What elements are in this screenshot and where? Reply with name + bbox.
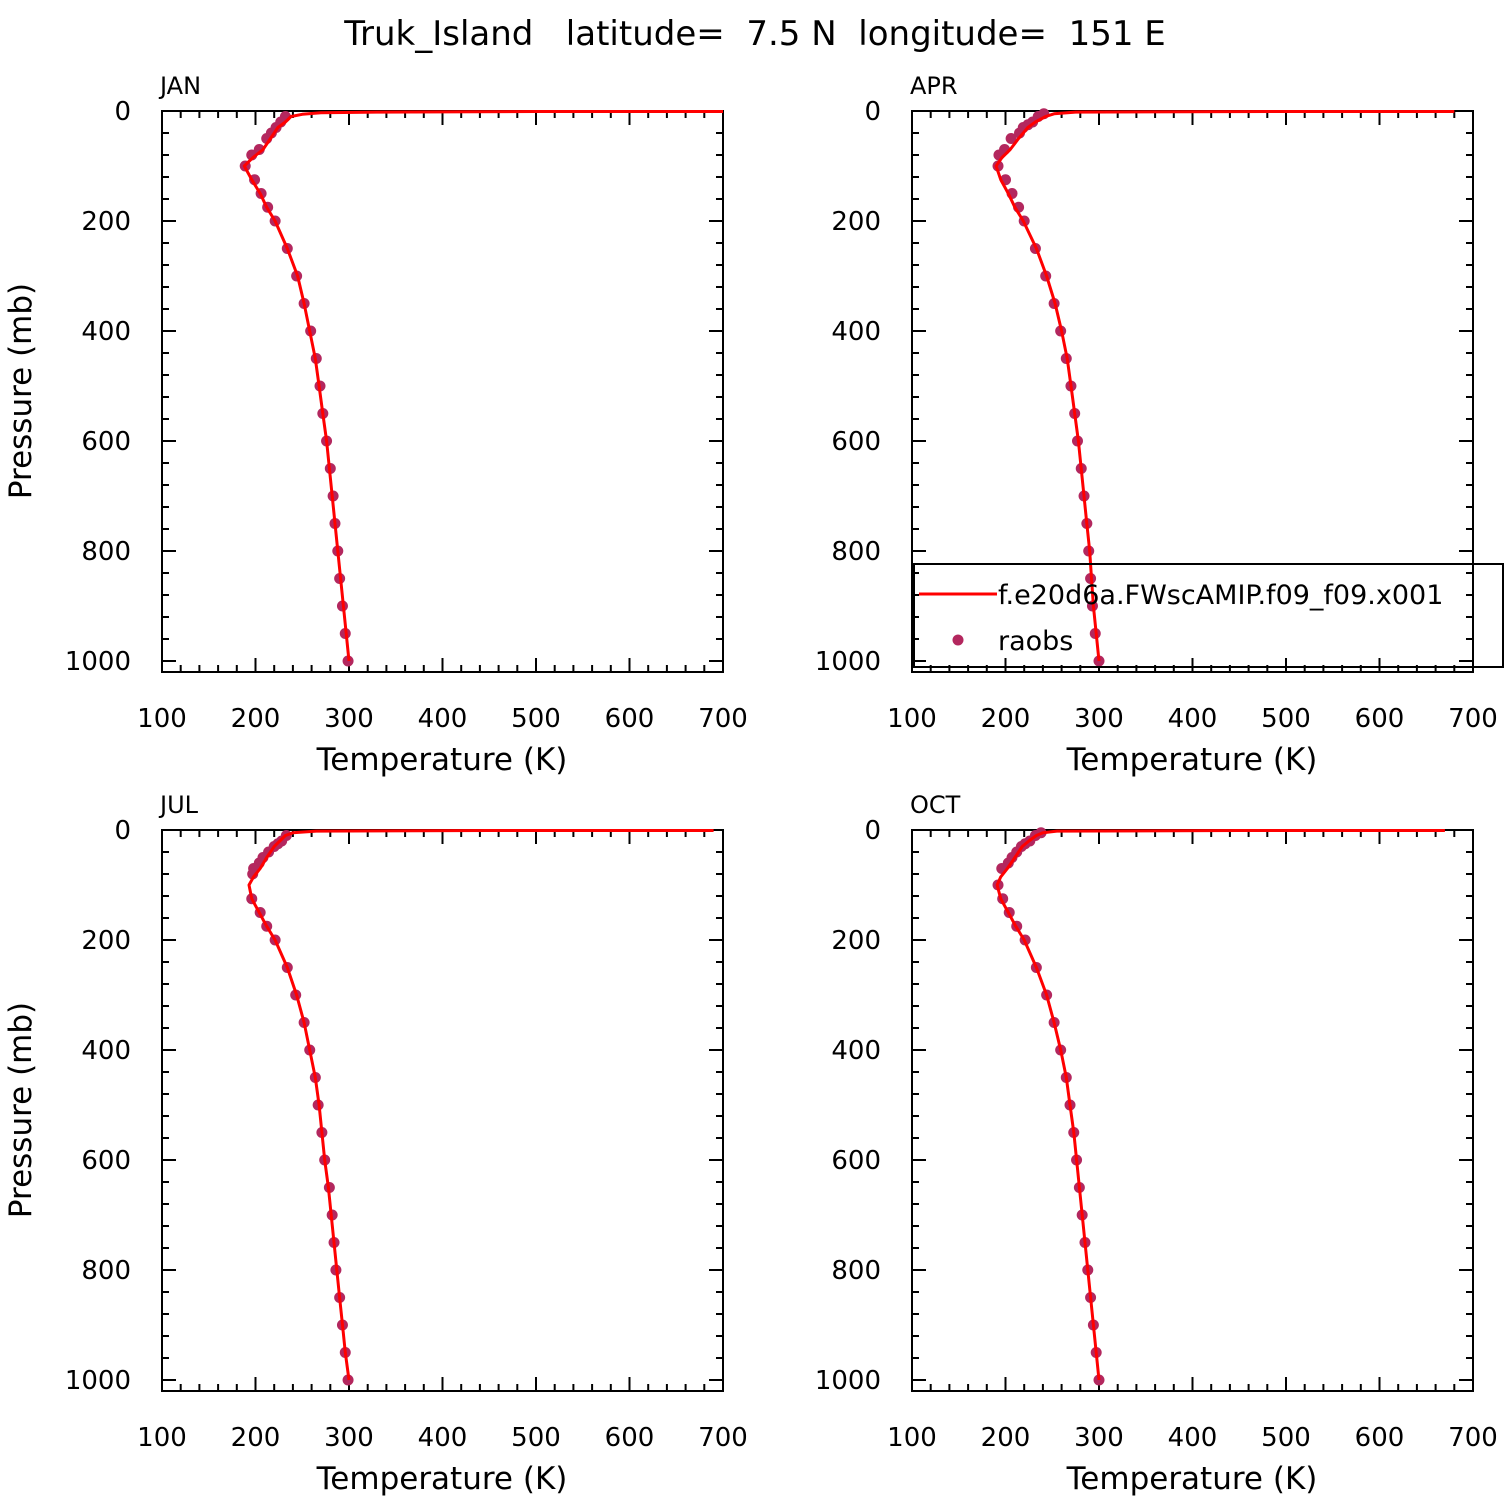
- x-tick-label: 600: [1355, 1423, 1405, 1453]
- x-tick-label: 400: [1168, 1423, 1218, 1453]
- y-tick-label: 800: [831, 537, 881, 567]
- x-axis-label: Temperature (K): [316, 742, 568, 778]
- x-tick-label: 300: [1074, 704, 1124, 734]
- model-line: [242, 110, 723, 662]
- panel-apr: 100 200 300 400 500 600 700 0 200 400 600 800 1000 AP…: [815, 72, 1498, 778]
- legend-marker-swatch: [952, 634, 964, 646]
- y-tick-label: 800: [81, 537, 131, 567]
- y-tick-label: 600: [831, 427, 881, 457]
- y-tick-label: 400: [81, 317, 131, 347]
- x-tick-label: 400: [418, 1423, 468, 1453]
- series-layer: [992, 827, 1445, 1386]
- x-tick-label: 400: [1168, 704, 1218, 734]
- x-tick-label: 500: [511, 704, 561, 734]
- panel-jan: 100 200 300 400 500 600 700 0 200 400 600 800 1000 JA…: [3, 72, 748, 778]
- plot-frame: [161, 110, 724, 673]
- x-axis-label: Temperature (K): [316, 1461, 568, 1497]
- y-axis-label: Pressure (mb): [3, 283, 39, 499]
- y-tick-label: 1000: [815, 1366, 881, 1396]
- x-tick-label: 400: [418, 704, 468, 734]
- x-tick-label: 600: [1355, 704, 1405, 734]
- y-tick-label: 600: [831, 1146, 881, 1176]
- x-axis-label: Temperature (K): [1066, 1461, 1318, 1497]
- y-tick-label: 0: [114, 97, 131, 127]
- figure-title: Truk_Island latitude= 7.5 N longitude= 1…: [343, 14, 1166, 54]
- x-tick-label: 500: [1261, 1423, 1311, 1453]
- legend-box: [913, 563, 1504, 668]
- y-tick-label: 800: [831, 1256, 881, 1286]
- model-line: [247, 829, 714, 1381]
- y-tick-label: 400: [831, 317, 881, 347]
- x-tick-label: 300: [324, 704, 374, 734]
- x-tick-label: 300: [324, 1423, 374, 1453]
- panels: 100 200 300 400 500 600 70002004006008001000JA…: [3, 72, 1498, 1497]
- y-tick-label: 0: [864, 816, 881, 846]
- x-tick-label: 100: [137, 704, 187, 734]
- legend-label: f.e20d6a.FWscAMIP.f09_f09.x001: [998, 580, 1443, 611]
- model-line: [994, 110, 1455, 662]
- y-tick-label: 600: [81, 1146, 131, 1176]
- x-tick-label: 700: [698, 1423, 748, 1453]
- series-layer: [239, 110, 723, 667]
- y-tick-label: 200: [831, 926, 881, 956]
- x-tick-label: 600: [605, 1423, 655, 1453]
- y-tick-label: 800: [81, 1256, 131, 1286]
- x-tick-label: 100: [887, 704, 937, 734]
- plot-frame: [911, 829, 1474, 1392]
- y-tick-label: 0: [864, 97, 881, 127]
- y-tick-label: 200: [81, 926, 131, 956]
- x-tick-label: 100: [137, 1423, 187, 1453]
- y-tick-label: 1000: [815, 647, 881, 677]
- y-tick-label: 600: [81, 427, 131, 457]
- panel-title: APR: [910, 72, 958, 100]
- y-tick-label: 400: [831, 1036, 881, 1066]
- x-tick-label: 300: [1074, 1423, 1124, 1453]
- y-tick-label: 0: [114, 816, 131, 846]
- x-tick-label: 200: [231, 704, 281, 734]
- x-tick-label: 200: [981, 704, 1031, 734]
- y-tick-label: 1000: [65, 1366, 131, 1396]
- panel-jul: 100 200 300 400 500 600 700 0 200 400 600 800 1000 JU…: [3, 791, 748, 1497]
- y-tick-label: 200: [81, 207, 131, 237]
- series-layer: [992, 108, 1455, 667]
- raobs-point: [1005, 133, 1017, 144]
- panel-title: OCT: [910, 791, 961, 819]
- plot-frame: [161, 829, 724, 1392]
- y-tick-label: 400: [81, 1036, 131, 1066]
- x-tick-label: 200: [231, 1423, 281, 1453]
- x-tick-label: 500: [1261, 704, 1311, 734]
- x-tick-label: 500: [511, 1423, 561, 1453]
- x-tick-label: 200: [981, 1423, 1031, 1453]
- x-tick-label: 100: [887, 1423, 937, 1453]
- raobs-point: [992, 160, 1004, 172]
- x-tick-label: 700: [698, 704, 748, 734]
- x-axis-label: Temperature (K): [1066, 742, 1318, 778]
- y-axis-label: Pressure (mb): [3, 1002, 39, 1218]
- x-tick-label: 700: [1448, 704, 1498, 734]
- x-tick-label: 600: [605, 704, 655, 734]
- series-layer: [246, 829, 714, 1386]
- legend-label: raobs: [998, 626, 1073, 657]
- panel-oct: 100 200 300 400 500 600 700 0 200 400 600 800 1000 OC…: [815, 791, 1498, 1497]
- panel-title: JUL: [158, 791, 199, 819]
- y-tick-label: 1000: [65, 647, 131, 677]
- x-tick-label: 700: [1448, 1423, 1498, 1453]
- panel-title: JAN: [158, 72, 201, 100]
- y-tick-label: 200: [831, 207, 881, 237]
- model-line: [995, 829, 1445, 1381]
